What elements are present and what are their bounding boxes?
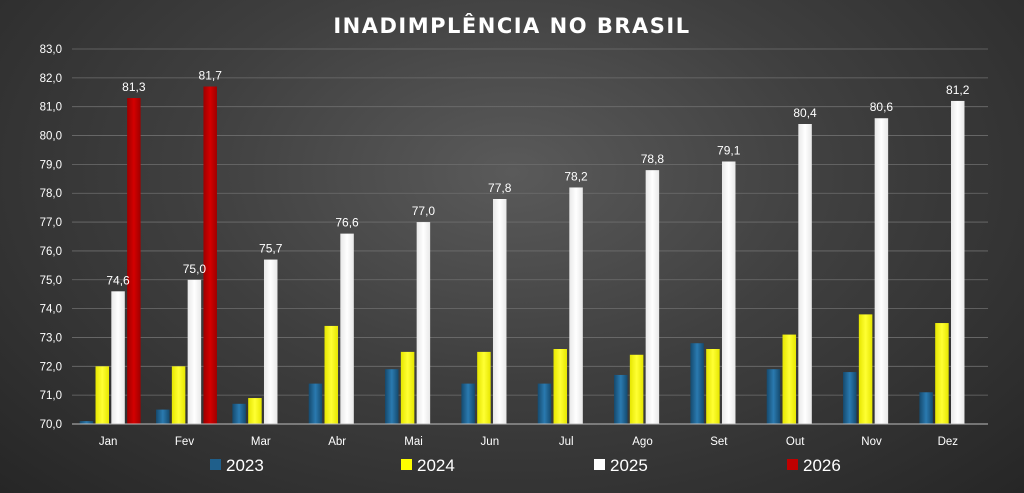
bar-2025-set (721, 161, 736, 424)
y-tick-label: 70,0 (40, 419, 62, 431)
bar-2024-mai (400, 351, 415, 424)
data-label-2025-jul: 78,2 (564, 169, 588, 183)
y-tick-label: 81,0 (40, 102, 62, 114)
x-tick-label: Set (710, 436, 728, 448)
bar-2024-jun (477, 351, 491, 424)
bar-2025-jun (492, 199, 507, 424)
bar-2024-abr (324, 325, 339, 424)
data-label-2025-abr: 76,6 (335, 216, 359, 230)
bar-2023-ago (614, 374, 628, 424)
y-tick-label: 74,0 (40, 304, 62, 316)
y-tick-label: 83,0 (40, 44, 62, 56)
data-label-2025-dez: 81,2 (946, 83, 970, 97)
bar-2023-jul (537, 383, 552, 424)
y-tick-label: 82,0 (40, 73, 62, 85)
data-label-2025-mai: 77,0 (412, 204, 436, 218)
x-tick-label: Jun (481, 436, 500, 448)
bar-2025-jan (111, 291, 125, 424)
x-tick-label: Mar (251, 436, 271, 448)
x-tick-label: Mai (404, 436, 423, 448)
bar-2025-ago (645, 170, 660, 424)
y-tick-label: 78,0 (40, 188, 62, 200)
bar-2023-dez (919, 392, 933, 424)
y-tick-label: 79,0 (40, 159, 62, 171)
chart-title: INADIMPLÊNCIA NO BRASIL (333, 13, 690, 38)
data-label-2025-out: 80,4 (793, 106, 817, 120)
bar-2025-mai (416, 222, 431, 424)
bar-2023-jan (79, 421, 94, 424)
bar-2025-mar (263, 259, 278, 424)
bar-2025-abr (340, 233, 354, 424)
y-tick-label: 73,0 (40, 332, 62, 344)
data-label-2025-jun: 77,8 (488, 181, 512, 195)
bar-2026-jan (127, 98, 141, 425)
bar-2023-abr (308, 383, 323, 424)
y-tick-label: 76,0 (40, 246, 62, 258)
x-tick-label: Abr (328, 436, 346, 448)
bar-2023-set (690, 343, 704, 424)
bar-2024-nov (858, 314, 873, 424)
data-labels: 74,6 81,3 75,0 81,7 75,7 76,6 77,0 77,8 78,2 78,8… (106, 69, 969, 288)
y-tick-label: 71,0 (40, 390, 62, 402)
bar-2023-jun (461, 383, 475, 424)
legend-label-2024: 2024 (417, 456, 455, 475)
bar-2026-fev (203, 86, 217, 424)
bar-2024-out (782, 334, 797, 424)
bar-2024-dez (935, 323, 949, 424)
bar-2024-ago (629, 354, 644, 424)
bar-2025-out (798, 124, 812, 424)
data-label-2025-set: 79,1 (717, 144, 741, 158)
y-tick-label: 77,0 (40, 217, 62, 229)
legend-label-2023: 2023 (226, 456, 264, 475)
data-label-2025-mar: 75,7 (259, 242, 283, 256)
y-tick-label: 80,0 (40, 131, 62, 143)
legend-swatch-2023 (210, 459, 221, 470)
bar-2023-nov (843, 372, 857, 424)
x-tick-label: Jul (559, 436, 574, 448)
legend: 2023 2024 2025 2026 (210, 456, 841, 475)
legend-label-2026: 2026 (803, 456, 841, 475)
x-tick-label: Ago (632, 436, 652, 448)
x-tick-label: Jan (99, 436, 118, 448)
x-tick-label: Dez (938, 436, 959, 448)
bar-2025-nov (874, 118, 889, 424)
legend-label-2025: 2025 (610, 456, 648, 475)
bar-2023-out (766, 369, 781, 424)
data-label-2025-ago: 78,8 (641, 152, 665, 166)
x-tick-label: Nov (861, 436, 882, 448)
y-tick-label: 72,0 (40, 361, 62, 373)
bar-2023-fev (156, 409, 170, 424)
bar-2025-jul (569, 187, 583, 424)
bar-2024-jul (553, 349, 568, 424)
legend-swatch-2024 (401, 459, 412, 470)
bar-2024-jan (95, 366, 110, 424)
bar-2023-mar (232, 403, 246, 424)
y-tick-label: 75,0 (40, 275, 62, 287)
bar-2025-fev (187, 279, 202, 424)
data-label-2026-jan: 81,3 (122, 80, 146, 94)
bar-2024-mar (248, 398, 262, 424)
x-tick-label: Fev (175, 436, 194, 448)
x-tick-label: Out (786, 436, 805, 448)
bar-2023-mai (385, 369, 399, 424)
data-label-2025-jan: 74,6 (106, 273, 130, 287)
legend-swatch-2026 (787, 459, 798, 470)
bar-2025-dez (950, 100, 965, 424)
data-label-2025-nov: 80,6 (870, 100, 894, 114)
gridlines (72, 48, 988, 396)
bars (79, 86, 965, 425)
legend-swatch-2025 (594, 459, 605, 470)
bar-2024-fev (171, 366, 186, 424)
y-axis: 70,0 71,0 72,0 73,0 74,0 75,0 76,0 77,0 78,0 79,0… (40, 44, 62, 431)
data-label-2025-fev: 75,0 (183, 262, 207, 276)
bar-2024-set (706, 349, 720, 424)
x-axis: Jan Fev Mar Abr Mai Jun Jul Ago Set Out Nov Dez (72, 423, 988, 448)
data-label-2026-fev: 81,7 (199, 69, 223, 83)
